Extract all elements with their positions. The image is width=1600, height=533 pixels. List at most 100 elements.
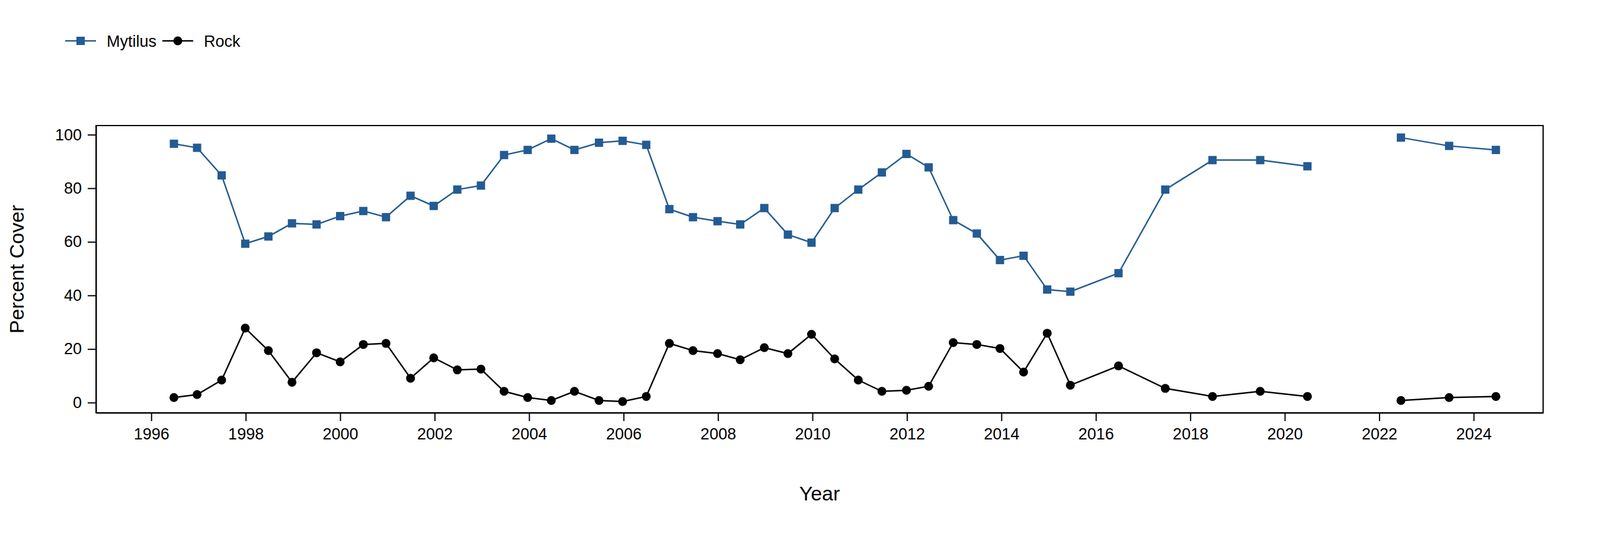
series-marker (972, 229, 981, 238)
series-marker (169, 393, 179, 403)
x-tick-mark (1189, 413, 1192, 422)
legend-label: Rock (203, 32, 241, 51)
series-marker (476, 365, 486, 374)
series-marker (499, 386, 509, 396)
x-axis: 1996199820002002200420062008201020122014… (96, 413, 1544, 444)
series-marker (1019, 368, 1029, 377)
series-marker (853, 375, 863, 385)
plot-frame (96, 125, 1544, 414)
series-marker (170, 139, 179, 149)
series-marker (1256, 155, 1265, 165)
x-tick: 2020 (1267, 413, 1304, 444)
series-marker (336, 357, 345, 367)
series-marker (713, 217, 722, 226)
series-marker (570, 386, 579, 396)
x-tick: 2024 (1456, 413, 1492, 444)
series-marker (972, 340, 982, 350)
series-marker (594, 396, 604, 406)
legend: Mytilus Rock (65, 32, 241, 51)
x-tick-mark (434, 413, 436, 422)
x-tick-label: 1996 (133, 425, 170, 444)
x-tick-label: 2006 (606, 425, 642, 444)
series-marker (736, 355, 745, 365)
series-marker (453, 185, 462, 194)
x-tick-label: 2024 (1456, 425, 1492, 444)
x-tick-mark (1378, 413, 1381, 422)
series-marker (924, 163, 933, 172)
y-axis-title: Percent Cover (5, 205, 28, 334)
x-tick-mark (245, 413, 247, 422)
series-marker (1303, 392, 1312, 402)
y-axis: 020406080100 (55, 126, 97, 414)
x-tick-mark (1473, 413, 1475, 422)
series-marker (642, 141, 651, 150)
series-marker (546, 396, 556, 406)
series-marker (1255, 386, 1265, 396)
chart: 1996199820002002200420062008201020122014… (0, 0, 1600, 533)
y-tick-label: 100 (55, 126, 82, 144)
series-marker (1160, 185, 1170, 194)
x-tick-label: 2008 (700, 425, 736, 444)
series-marker (240, 324, 250, 334)
legend-marker (76, 36, 85, 46)
series-marker (877, 168, 886, 177)
series-marker (405, 373, 415, 383)
x-tick-label: 2012 (889, 425, 926, 444)
series-marker (1042, 328, 1052, 338)
x-tick: 2014 (983, 413, 1020, 444)
legend-item: Rock (162, 32, 241, 51)
x-tick: 2004 (511, 413, 547, 444)
series-marker (1491, 392, 1501, 402)
series-marker (1208, 155, 1217, 165)
y-tick-mark (87, 295, 96, 297)
y-tick: 0 (72, 394, 96, 412)
series-marker (1491, 145, 1500, 155)
x-tick: 2008 (700, 413, 736, 444)
series-marker (264, 232, 273, 241)
legend-item: Mytilus (65, 32, 157, 51)
x-tick: 2012 (889, 413, 926, 444)
series-marker (546, 134, 556, 143)
x-tick-mark (528, 413, 530, 422)
x-tick: 2000 (322, 413, 359, 444)
x-tick-label: 2022 (1361, 425, 1398, 444)
x-tick-label: 2020 (1267, 425, 1304, 444)
series-marker (288, 219, 297, 228)
series-marker (853, 185, 863, 194)
series-marker (1114, 269, 1123, 278)
legend-marker (173, 36, 183, 46)
series-marker (759, 343, 769, 353)
y-tick-label: 40 (64, 286, 82, 305)
series-marker (193, 144, 202, 153)
x-tick-mark (151, 413, 153, 422)
legend-label: Mytilus (106, 32, 157, 51)
series-marker (665, 205, 674, 214)
series-marker (948, 338, 958, 348)
series-marker (688, 346, 698, 356)
plot-data (169, 133, 1501, 406)
series-marker (287, 378, 297, 387)
series-marker (736, 220, 745, 229)
series-marker (760, 203, 769, 213)
series-marker (217, 171, 226, 180)
y-tick: 20 (64, 340, 96, 358)
series-marker (1303, 162, 1312, 171)
y-tick-label: 20 (64, 340, 82, 358)
series-marker (783, 349, 793, 359)
series-marker (594, 138, 604, 147)
series-marker (452, 365, 462, 375)
x-tick-label: 1998 (228, 425, 264, 444)
series-marker (477, 181, 486, 190)
series-marker (312, 220, 321, 229)
x-tick: 2018 (1172, 413, 1209, 444)
series-marker (784, 230, 793, 239)
y-tick-mark (87, 402, 96, 404)
x-tick-mark (1000, 413, 1003, 422)
series-marker (995, 344, 1005, 354)
y-tick-mark (87, 349, 96, 351)
x-tick-label: 2000 (322, 425, 359, 444)
series-marker (1066, 288, 1075, 297)
series-line (174, 137, 1497, 292)
series-marker (902, 149, 911, 159)
series-marker (312, 348, 322, 358)
